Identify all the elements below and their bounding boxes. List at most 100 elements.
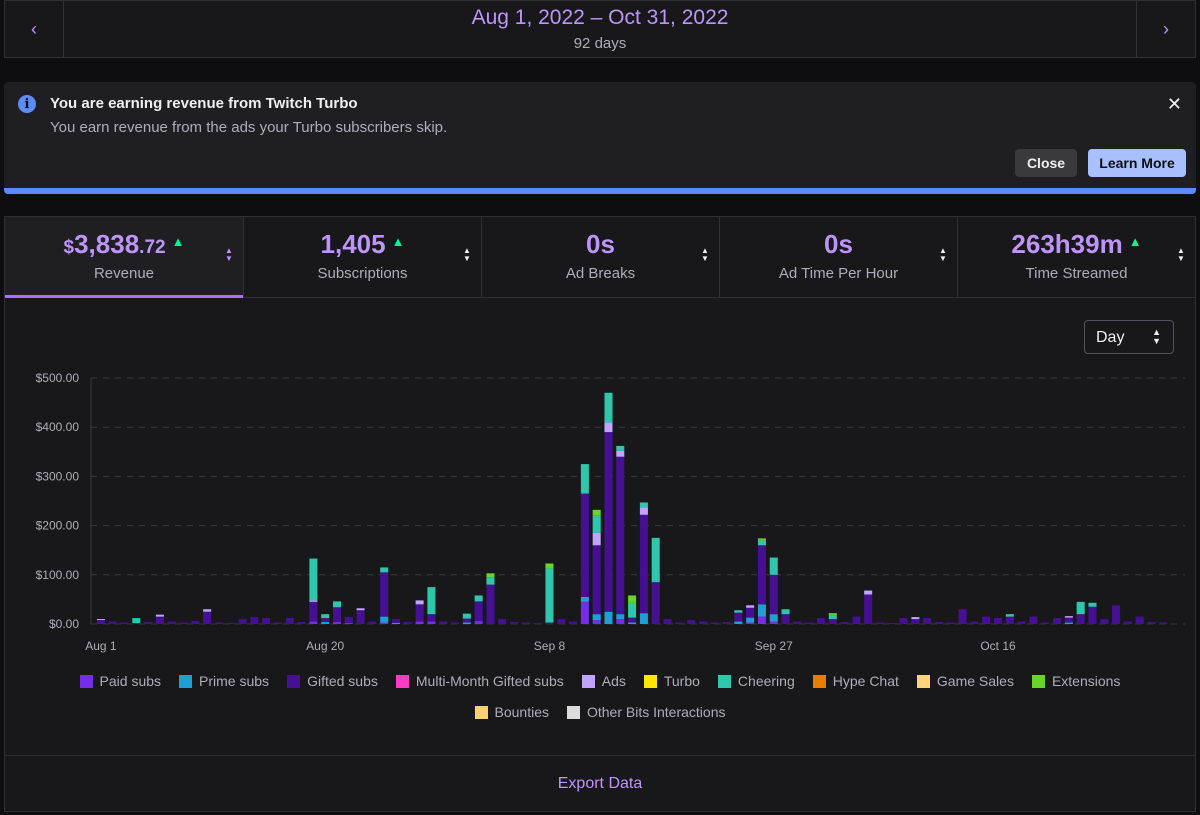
bar-segment-gifted[interactable] [816, 618, 825, 624]
bar-segment-cheering[interactable] [462, 613, 471, 619]
bar-segment-gifted[interactable] [203, 611, 212, 624]
bar-segment-prime[interactable] [616, 614, 625, 620]
stat-tab-subscriptions[interactable]: 1,405 ▲ Subscriptions ▲ ▼ [243, 217, 481, 297]
bar-segment-gifted[interactable] [769, 574, 778, 615]
bar-segment-gifted[interactable] [722, 622, 731, 624]
bar-segment-ads[interactable] [155, 614, 164, 617]
bar-segment-gifted[interactable] [1147, 622, 1156, 624]
bar-segment-gifted[interactable] [285, 618, 294, 624]
bar-segment-gifted[interactable] [1017, 621, 1026, 624]
bar-segment-gifted[interactable] [651, 582, 660, 624]
stat-tab-ad-time[interactable]: 0s Ad Time Per Hour ▲ ▼ [719, 217, 957, 297]
legend-item[interactable]: Cheering [717, 673, 795, 689]
bar-segment-gifted[interactable] [155, 616, 164, 624]
bar-segment-gifted[interactable] [368, 621, 377, 624]
bar-segment-prime[interactable] [462, 622, 471, 624]
sort-icon[interactable]: ▲ ▼ [939, 246, 947, 263]
bar-segment-gifted[interactable] [781, 614, 790, 624]
bar-segment-extensions[interactable] [757, 538, 766, 541]
bar-segment-gifted[interactable] [958, 609, 967, 624]
bar-segment-gifted[interactable] [970, 621, 979, 624]
bar-segment-gifted[interactable] [309, 601, 318, 622]
bar-segment-prime[interactable] [757, 604, 766, 617]
bar-segment-gifted[interactable] [297, 622, 306, 624]
bar-segment-gifted[interactable] [321, 618, 330, 623]
bar-segment-cheering[interactable] [639, 502, 648, 508]
bar-segment-cheering[interactable] [486, 577, 495, 585]
bar-segment-prime[interactable] [321, 622, 330, 624]
bar-segment-gifted[interactable] [521, 622, 530, 624]
legend-item[interactable]: Extensions [1031, 673, 1120, 689]
bar-segment-paid[interactable] [474, 621, 483, 624]
stat-tab-ad-breaks[interactable]: 0s Ad Breaks ▲ ▼ [481, 217, 719, 297]
bar-segment-ads[interactable] [604, 422, 613, 433]
bar-segment-extensions[interactable] [828, 613, 837, 616]
bar-segment-gifted[interactable] [757, 545, 766, 605]
bar-segment-gifted[interactable] [427, 614, 436, 622]
close-icon[interactable]: ✕ [1166, 94, 1182, 114]
bar-segment-cheering[interactable] [309, 558, 318, 601]
bar-segment-gifted[interactable] [273, 622, 282, 624]
bar-segment-prime[interactable] [1064, 622, 1073, 624]
bar-segment-gifted[interactable] [557, 619, 566, 624]
bar-segment-gifted[interactable] [805, 622, 814, 624]
bar-segment-cheering[interactable] [1005, 614, 1014, 617]
bar-segment-gifted[interactable] [899, 618, 908, 624]
bar-segment-gifted[interactable] [911, 619, 920, 624]
bar-segment-gifted[interactable] [380, 572, 389, 617]
bar-segment-gifted[interactable] [616, 456, 625, 615]
legend-item[interactable]: Hype Chat [812, 673, 899, 689]
bar-segment-prime[interactable] [746, 617, 755, 623]
bar-segment-ads[interactable] [746, 605, 755, 608]
bar-segment-gifted[interactable] [746, 607, 755, 618]
previous-range-button[interactable]: ‹ [5, 1, 64, 57]
bar-segment-cheering[interactable] [1076, 601, 1085, 615]
bar-segment-prime[interactable] [380, 616, 389, 623]
legend-item[interactable]: Prime subs [179, 673, 269, 689]
bar-segment-paid[interactable] [380, 622, 389, 624]
bar-segment-gifted[interactable] [1100, 619, 1109, 624]
sort-icon[interactable]: ▲ ▼ [1177, 246, 1185, 263]
bar-segment-gifted[interactable] [875, 622, 885, 624]
bar-segment-gifted[interactable] [1005, 616, 1014, 624]
bar-segment-cheering[interactable] [321, 614, 330, 619]
bar-segment-gifted[interactable] [120, 622, 129, 624]
bar-segment-gifted[interactable] [946, 622, 955, 624]
bar-segment-cheering[interactable] [427, 587, 436, 615]
next-range-button[interactable]: › [1136, 1, 1195, 57]
bar-segment-cheering[interactable] [757, 540, 766, 546]
bar-segment-gifted[interactable] [628, 617, 637, 623]
bar-segment-gifted[interactable] [734, 612, 743, 622]
bar-segment-ads[interactable] [356, 608, 365, 611]
bar-segment-extensions[interactable] [628, 595, 637, 603]
bar-segment-gifted[interactable] [592, 545, 601, 615]
bar-segment-prime[interactable] [604, 611, 613, 624]
legend-item[interactable]: Game Sales [916, 673, 1014, 689]
bar-segment-paid[interactable] [616, 619, 625, 624]
bar-segment-gifted[interactable] [994, 618, 1003, 624]
bar-segment-gifted[interactable] [415, 604, 424, 622]
legend-item[interactable]: Multi-Month Gifted subs [395, 673, 564, 689]
bar-segment-ads[interactable] [592, 532, 601, 546]
bar-segment-gifted[interactable] [982, 616, 991, 624]
bar-segment-gifted[interactable] [510, 622, 519, 624]
bar-segment-gifted[interactable] [250, 617, 259, 624]
bar-segment-paid[interactable] [309, 621, 318, 624]
bar-segment-ads[interactable] [864, 590, 873, 595]
bar-segment-paid[interactable] [592, 620, 601, 624]
bar-segment-ads[interactable] [639, 507, 648, 515]
stat-tab-time-streamed[interactable]: 263h39m ▲ Time Streamed ▲ ▼ [957, 217, 1195, 297]
sort-icon[interactable]: ▲ ▼ [701, 246, 709, 263]
bar-segment-paid[interactable] [757, 616, 766, 624]
bar-segment-gifted[interactable] [1159, 622, 1168, 624]
bar-segment-gifted[interactable] [887, 623, 896, 624]
bar-segment-cheering[interactable] [580, 464, 589, 494]
bar-segment-gifted[interactable] [663, 619, 672, 624]
bar-segment-gifted[interactable] [1088, 606, 1097, 624]
bar-segment-cheering[interactable] [380, 567, 389, 573]
bar-segment-cheering[interactable] [628, 602, 637, 618]
bar-segment-gifted[interactable] [344, 617, 353, 624]
bar-segment-gifted[interactable] [1053, 618, 1062, 624]
bar-segment-gifted[interactable] [698, 621, 707, 624]
bar-segment-gifted[interactable] [828, 619, 837, 624]
